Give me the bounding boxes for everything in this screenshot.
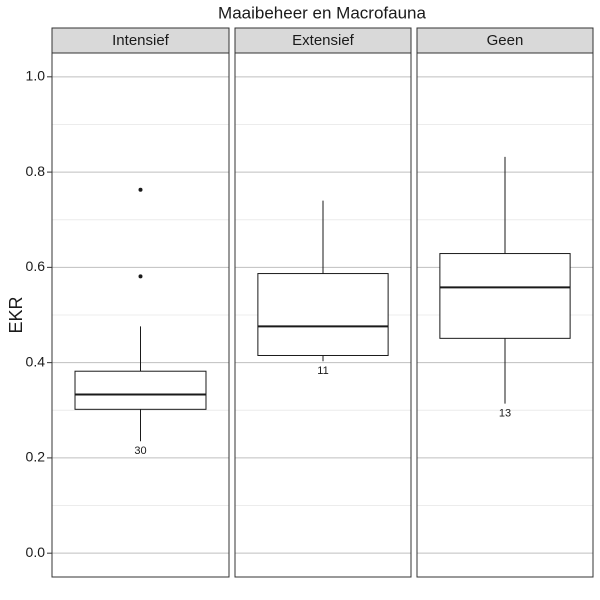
y-tick-label: 1.0 bbox=[26, 68, 46, 84]
y-tick-label: 0.8 bbox=[26, 163, 46, 179]
panel-border bbox=[234, 52, 412, 578]
box bbox=[74, 370, 207, 410]
box bbox=[439, 253, 571, 339]
y-tick-label: 0.2 bbox=[26, 449, 46, 465]
count-label: 13 bbox=[499, 408, 511, 420]
count-label: 30 bbox=[134, 445, 146, 457]
chart-title: Maaibeheer en Macrofauna bbox=[218, 3, 426, 22]
y-tick-label: 0.6 bbox=[26, 258, 46, 274]
outlier bbox=[138, 274, 143, 279]
facet-label: Extensief bbox=[292, 32, 355, 49]
y-axis-label: EKR bbox=[6, 296, 26, 333]
facet-label: Geen bbox=[487, 32, 524, 49]
outlier bbox=[138, 187, 143, 192]
facet-strip bbox=[416, 27, 594, 54]
facet-strip bbox=[234, 27, 412, 54]
y-tick-label: 0.4 bbox=[26, 353, 46, 369]
y-tick-label: 0.0 bbox=[26, 544, 46, 560]
facet-label: Intensief bbox=[112, 32, 170, 49]
count-label: 11 bbox=[317, 365, 328, 377]
box bbox=[257, 273, 389, 356]
panel-border bbox=[51, 52, 230, 578]
panel-border bbox=[416, 52, 594, 578]
